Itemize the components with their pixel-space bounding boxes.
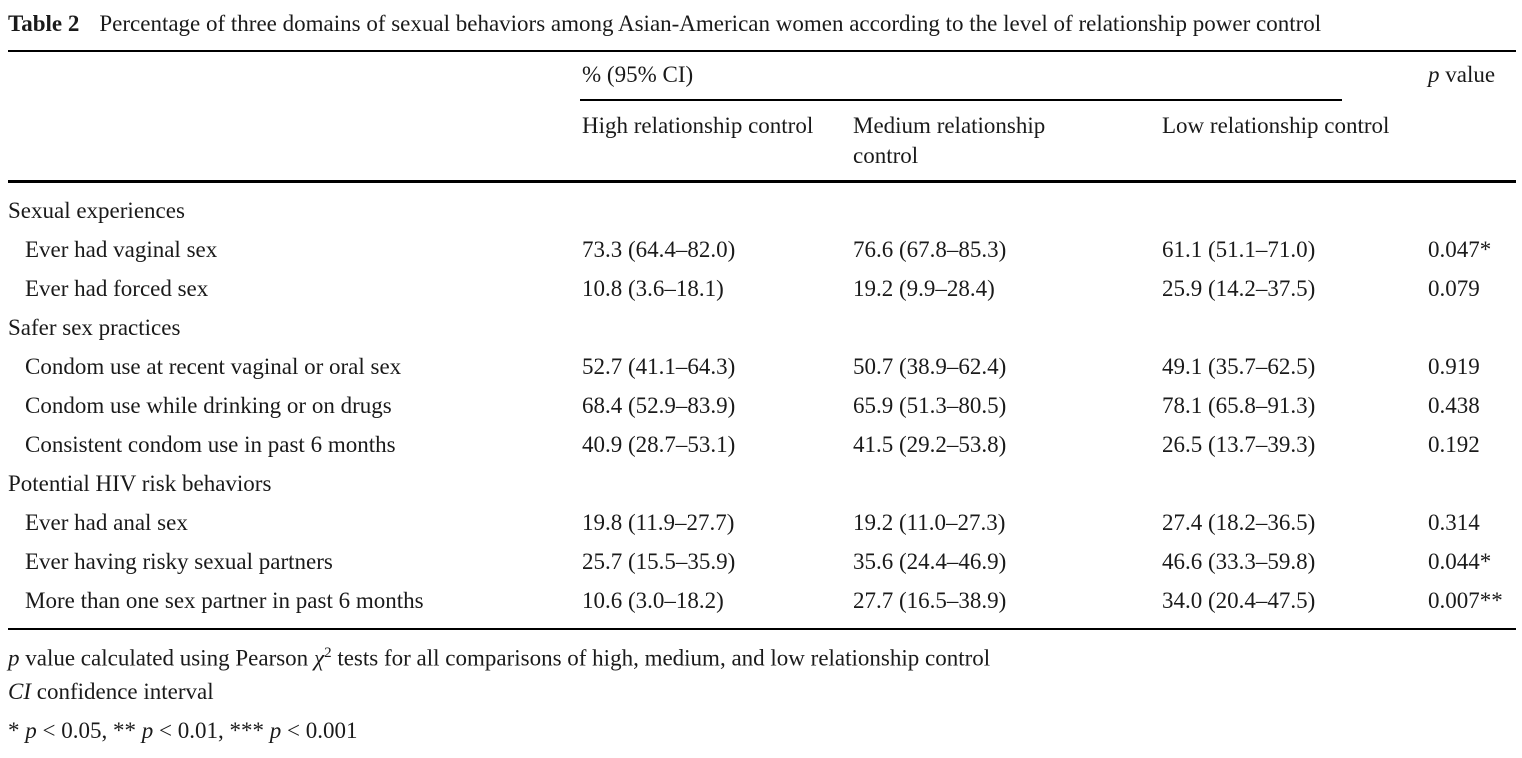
value-low: 26.5 (13.7–39.3) [1162,432,1316,457]
column-header-high: High relationship control [582,113,814,138]
row-label: Ever had vaginal sex [25,237,218,262]
value-medium: 76.6 (67.8–85.3) [853,237,1007,262]
section-title: Safer sex practices [8,315,181,340]
row-label: Ever having risky sexual partners [25,549,333,574]
value-medium: 41.5 (29.2–53.8) [853,432,1007,457]
value-medium: 35.6 (24.4–46.9) [853,549,1007,574]
value-medium: 19.2 (9.9–28.4) [853,276,995,301]
value-low: 25.9 (14.2–37.5) [1162,276,1316,301]
value-low: 27.4 (18.2–36.5) [1162,510,1316,535]
value-high: 52.7 (41.1–64.3) [582,354,736,379]
value-medium: 50.7 (38.9–62.4) [853,354,1007,379]
column-header-low: Low relationship control [1162,113,1390,138]
column-header-medium: Medium relationship control [853,113,1046,168]
value-high: 19.8 (11.9–27.7) [582,510,735,535]
table-title: Percentage of three domains of sexual be… [99,11,1322,36]
footnote-p-value: p value calculated using Pearson χ2 test… [8,645,991,671]
column-span-rule [580,99,1342,101]
value-low: 78.1 (65.8–91.3) [1162,393,1316,418]
value-medium: 19.2 (11.0–27.3) [853,510,1006,535]
table-caption: Table 2 Percentage of three domains of se… [8,9,1321,39]
value-low: 34.0 (20.4–47.5) [1162,588,1316,613]
row-label: Condom use while drinking or on drugs [25,393,392,418]
value-low: 49.1 (35.7–62.5) [1162,354,1316,379]
ci-header: % (95% CI) [582,62,694,87]
p-value: 0.047* [1428,237,1492,262]
p-value: 0.314 [1428,510,1480,535]
row-label: Ever had anal sex [25,510,188,535]
p-value: 0.919 [1428,354,1480,379]
value-high: 68.4 (52.9–83.9) [582,393,736,418]
row-label: More than one sex partner in past 6 mont… [25,588,424,613]
value-high: 40.9 (28.7–53.1) [582,432,736,457]
value-high: 25.7 (15.5–35.9) [582,549,736,574]
footnote-significance: * p < 0.05, ** p < 0.01, *** p < 0.001 [8,718,358,743]
p-value: 0.007** [1428,588,1503,613]
section-title: Sexual experiences [8,198,185,223]
p-value: 0.438 [1428,393,1480,418]
p-value-header: p value [1428,62,1496,87]
value-low: 61.1 (51.1–71.0) [1162,237,1316,262]
value-high: 73.3 (64.4–82.0) [582,237,736,262]
p-value: 0.044* [1428,549,1492,574]
row-label: Condom use at recent vaginal or oral sex [25,354,402,379]
top-rule [8,50,1516,52]
section-title: Potential HIV risk behaviors [8,471,272,496]
bottom-rule [8,628,1516,630]
table-number: Table 2 [8,11,80,36]
footnote-ci: CI confidence interval [8,679,214,704]
header-rule [8,180,1516,183]
value-low: 46.6 (33.3–59.8) [1162,549,1316,574]
p-value: 0.192 [1428,432,1480,457]
value-medium: 27.7 (16.5–38.9) [853,588,1007,613]
value-medium: 65.9 (51.3–80.5) [853,393,1007,418]
value-high: 10.8 (3.6–18.1) [582,276,724,301]
row-label: Ever had forced sex [25,276,209,301]
value-high: 10.6 (3.0–18.2) [582,588,724,613]
row-label: Consistent condom use in past 6 months [25,432,396,457]
p-value: 0.079 [1428,276,1480,301]
